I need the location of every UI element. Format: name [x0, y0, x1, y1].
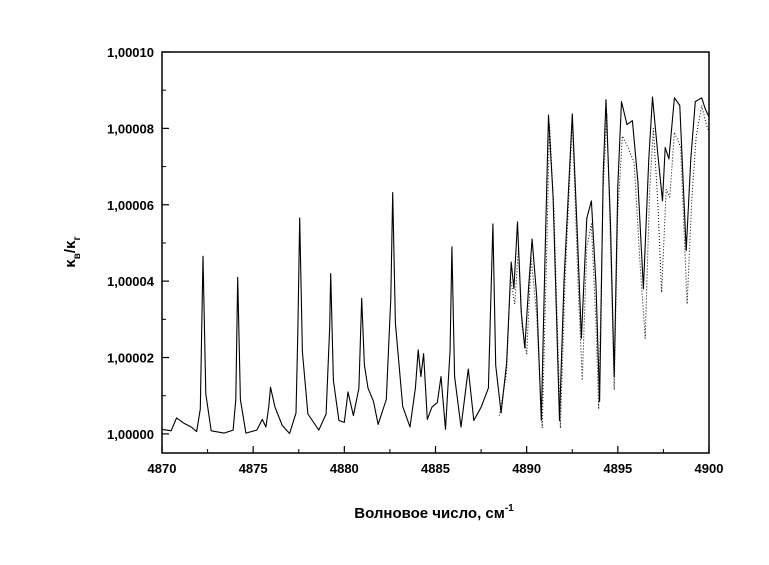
y-tick-label: 1,00008 — [107, 121, 154, 136]
x-tick-label: 4890 — [512, 461, 541, 476]
y-tick-label: 1,00010 — [107, 45, 154, 60]
x-tick-label: 4900 — [695, 461, 724, 476]
x-axis-title-superscript: -1 — [505, 503, 514, 514]
y-axis: 1,00000 1,00002 1,00004 1,00006 1,00008 1,000… — [107, 45, 169, 442]
x-tick-label: 4895 — [603, 461, 632, 476]
x-axis: 4870 4875 4880 4885 4890 4895 4900 — [148, 446, 724, 476]
x-tick-label: 4870 — [148, 461, 177, 476]
x-tick-label: 4875 — [239, 461, 268, 476]
y-tick-label: 1,00004 — [107, 274, 155, 289]
y-tick-label: 1,00002 — [107, 351, 154, 366]
x-tick-label: 4880 — [330, 461, 359, 476]
series-layer — [161, 96, 710, 435]
series-line-solid — [161, 96, 710, 435]
x-tick-label: 4885 — [421, 461, 450, 476]
plot-area — [161, 51, 710, 454]
y-tick-label: 1,00006 — [107, 198, 154, 213]
x-axis-title: Волновое число, см-1 — [354, 503, 514, 522]
y-tick-label: 1,00000 — [107, 427, 154, 442]
y-axis-title: κв/κг — [62, 236, 83, 267]
